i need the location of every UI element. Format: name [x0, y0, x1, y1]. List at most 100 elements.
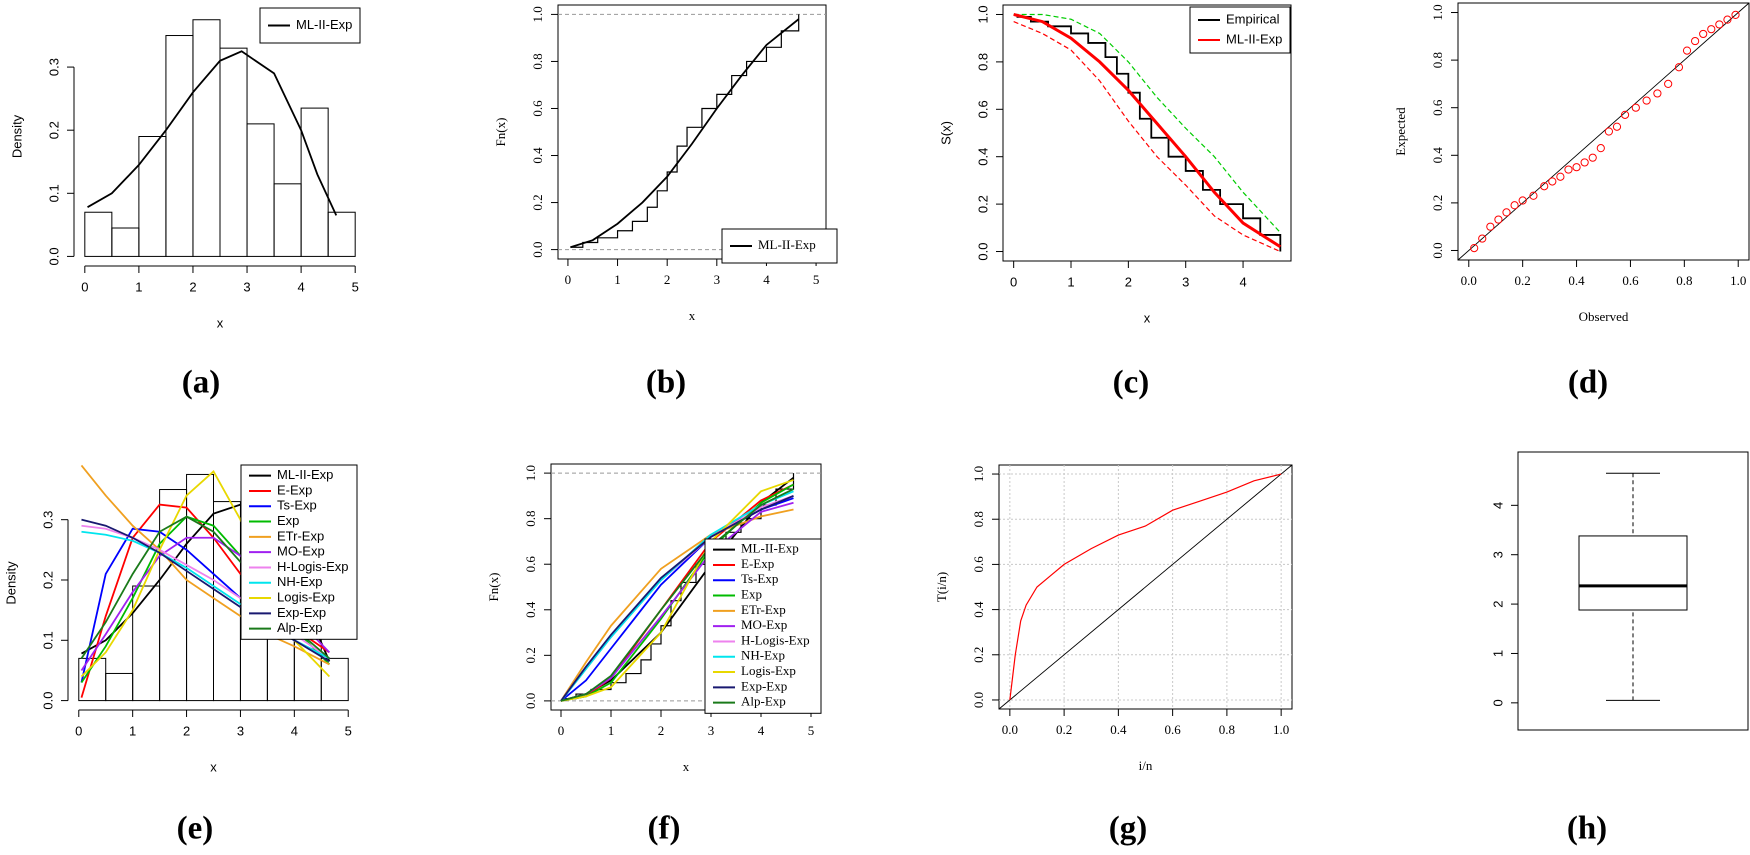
bar	[84, 211, 113, 257]
point	[1572, 163, 1581, 172]
point	[1588, 153, 1597, 162]
caption: (c)	[1113, 365, 1150, 401]
x-tick-label: 4	[763, 272, 770, 287]
x-tick-label: 3	[708, 723, 715, 738]
series-line	[560, 479, 794, 702]
point	[1682, 46, 1692, 55]
y-tick-label: 1	[1490, 650, 1505, 657]
series-line	[87, 50, 338, 216]
x-tick-label: 0.6	[1622, 273, 1639, 288]
legend-label: Logis-Exp	[277, 589, 335, 604]
bar	[111, 227, 140, 257]
y-tick-label: 0.2	[46, 121, 61, 139]
y-tick-label: 1.0	[975, 5, 990, 23]
caption: (h)	[1567, 811, 1607, 847]
legend-label: Exp-Exp	[277, 605, 326, 620]
point	[1715, 20, 1724, 29]
x-tick-label: 0.8	[1676, 273, 1692, 288]
point	[1691, 36, 1700, 46]
x-tick-label: 1	[129, 723, 136, 738]
x-tick-label: 0	[81, 279, 88, 294]
legend-label: MO-Exp	[741, 617, 787, 632]
legend-label: ML-II-Exp	[1226, 31, 1282, 46]
point	[1731, 10, 1740, 19]
y-tick-label: 0.8	[971, 511, 986, 527]
point	[1502, 208, 1511, 217]
x-tick-label: 0.8	[1219, 722, 1235, 737]
x-axis-label: x	[689, 308, 696, 323]
legend-label: H-Logis-Exp	[277, 559, 349, 574]
y-axis-label: Expected	[1393, 107, 1408, 156]
y-tick-label: 0.6	[971, 556, 986, 573]
y-tick-label: 4	[1490, 502, 1505, 509]
panel: 0 1 2 3 4 (h)	[1490, 451, 1749, 847]
box	[1578, 535, 1688, 611]
series-line	[80, 464, 330, 666]
y-axis-label: Fn(x)	[486, 573, 501, 602]
plot-box	[557, 4, 827, 260]
x-tick-label: 1.0	[1730, 273, 1746, 288]
y-tick-label: 0.8	[530, 53, 545, 69]
x-tick-label: 1	[608, 723, 615, 738]
y-tick-label: 0.6	[523, 556, 538, 573]
point	[1674, 63, 1684, 72]
x-tick-label: 0.6	[1165, 722, 1182, 737]
x-tick-label: 2	[1125, 274, 1132, 289]
y-tick-label: 0.2	[1430, 195, 1445, 211]
y-axis-label: Density	[3, 561, 18, 605]
series-line	[1009, 473, 1282, 701]
point	[1723, 15, 1732, 24]
y-tick-label: 1.0	[523, 465, 538, 481]
x-tick-label: 0	[75, 723, 82, 738]
x-tick-label: 2	[183, 723, 190, 738]
point	[1631, 103, 1640, 112]
point	[1564, 165, 1573, 174]
y-tick-label: 0.4	[971, 601, 986, 618]
y-tick-label: 0.4	[1430, 147, 1445, 164]
series-line	[570, 14, 800, 248]
x-tick-label: 4	[758, 723, 765, 738]
y-tick-label: 0.8	[1430, 52, 1445, 68]
legend-label: Exp	[277, 513, 299, 528]
x-tick-label: 0.2	[1515, 273, 1531, 288]
x-axis-label: x	[217, 315, 224, 330]
point	[1494, 215, 1503, 224]
bar	[300, 107, 329, 257]
bar	[219, 47, 248, 257]
point	[1604, 127, 1613, 136]
x-tick-label: 3	[714, 272, 721, 287]
y-tick-label: 0.2	[530, 194, 545, 210]
point	[1580, 158, 1589, 167]
x-tick-label: 5	[345, 723, 352, 738]
bar	[192, 19, 221, 257]
y-tick-label: 2	[1490, 600, 1505, 607]
x-tick-label: 4	[1239, 274, 1246, 289]
x-tick-label: 1	[1067, 274, 1074, 289]
x-tick-label: 0.2	[1056, 722, 1072, 737]
y-tick-label: 0.0	[40, 692, 55, 710]
y-tick-label: 0.0	[1430, 242, 1445, 258]
series-line	[1013, 13, 1281, 233]
legend-label: ML-II-Exp	[296, 17, 352, 32]
y-axis-label: Fn(x)	[493, 118, 508, 147]
legend-label: Exp-Exp	[741, 678, 787, 693]
bar	[266, 630, 295, 702]
series-line	[1016, 15, 1282, 252]
y-tick-label: 0.8	[523, 511, 538, 527]
bar	[327, 211, 356, 257]
legend-label: Empirical	[1226, 11, 1280, 26]
y-tick-label: 1.0	[971, 466, 986, 482]
y-tick-label: 0.0	[530, 241, 545, 257]
y-tick-label: 1.0	[530, 6, 545, 22]
point	[1510, 201, 1519, 210]
point	[1612, 122, 1622, 131]
series-line	[1013, 21, 1281, 253]
legend-label: ML-II-Exp	[758, 237, 816, 252]
point	[1699, 29, 1708, 39]
y-tick-label: 0.1	[46, 184, 61, 202]
y-axis-label: T(i/n)	[934, 572, 949, 602]
y-tick-label: 0.0	[971, 692, 986, 708]
y-tick-label: 0.2	[523, 647, 538, 663]
x-tick-label: 0	[1010, 274, 1017, 289]
